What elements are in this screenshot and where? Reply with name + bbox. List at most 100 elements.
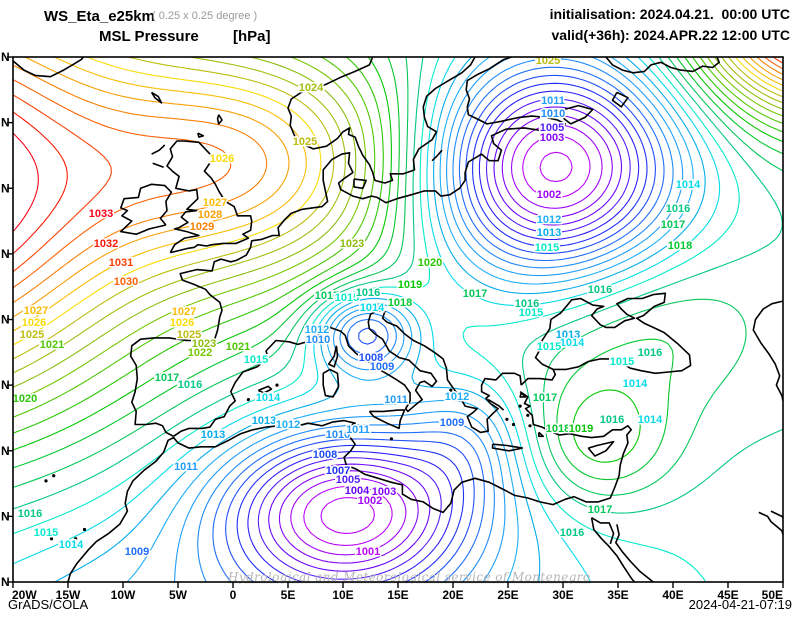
isobar-label: 1016	[638, 347, 662, 359]
coastline	[534, 292, 692, 375]
isobar-1002	[290, 124, 603, 556]
coastline	[591, 517, 615, 545]
island	[82, 527, 87, 532]
isobar-label: 1004	[345, 485, 370, 497]
island	[518, 404, 522, 408]
isobar-1001	[303, 135, 591, 546]
coastline	[216, 114, 223, 125]
isobar-1014	[13, 57, 721, 582]
coastline	[587, 440, 615, 457]
lon-tick-label: 40E	[662, 588, 683, 602]
coastline	[615, 524, 654, 582]
isobar-label: 1031	[109, 257, 133, 269]
isobar-label: 1011	[346, 424, 370, 436]
isobar-label: 1029	[190, 221, 214, 233]
lon-tick-label: 50E	[762, 588, 783, 602]
isobar-1008	[225, 74, 656, 582]
isobar-label: 1010	[306, 334, 330, 346]
lon-tick-label: 20W	[12, 588, 37, 602]
isobar-label: 1008	[313, 449, 337, 461]
isobar-label: 1010	[541, 108, 565, 120]
isobar-1000	[320, 151, 573, 534]
isobar-label: 1009	[370, 361, 394, 373]
lon-tick-label: 35E	[607, 588, 628, 602]
isobar-label: 1014	[560, 337, 585, 349]
isobar-label: 1027	[172, 306, 196, 318]
coastline	[431, 149, 443, 162]
watermark: Hydrological and Meteorological service …	[227, 570, 591, 584]
island	[35, 533, 39, 537]
isobar-label: 1011	[541, 95, 565, 107]
isobar-label: 1002	[537, 189, 561, 201]
coastline	[67, 391, 632, 582]
coastline	[152, 162, 164, 168]
isobar-label: 1021	[226, 341, 250, 353]
isobar-label: 1009	[440, 417, 464, 429]
lat-tick-label: N	[1, 509, 10, 523]
isobar-1013	[54, 57, 706, 582]
isobar-label: 1008	[359, 352, 383, 364]
isobar-label: 1025	[177, 329, 201, 341]
isobar-label: 1019	[569, 423, 593, 435]
coastline	[327, 345, 339, 368]
grads-credit: GrADS/COLA	[8, 597, 89, 612]
isobar-label: 1002	[358, 495, 382, 507]
isobar-1030	[13, 57, 783, 289]
coastline	[752, 300, 783, 402]
island	[52, 474, 56, 478]
isobar-label: 1016	[560, 527, 584, 539]
isobar-label: 1015	[610, 356, 634, 368]
isobar-label: 1028	[198, 209, 222, 221]
island	[389, 437, 393, 441]
isobar-label: 1009	[125, 546, 149, 558]
coastline	[611, 91, 629, 108]
isobar-label: 1032	[94, 238, 118, 250]
coastline	[151, 144, 166, 155]
lon-tick-label: 10E	[332, 588, 353, 602]
island	[526, 413, 530, 417]
lat-tick-label: N	[1, 575, 10, 589]
isobar-label: 1001	[356, 546, 380, 558]
valid-time: valid(+36h): 2024.APR.22 12:00 UTC	[552, 27, 791, 43]
coastline	[287, 57, 476, 184]
isobar-label: 1018	[546, 423, 570, 435]
isobar-label: 1026	[210, 153, 234, 165]
isobar-label: 1017	[315, 290, 339, 302]
isobar-1020	[13, 57, 783, 434]
coastline	[257, 385, 273, 394]
header: WS_Eta_e25km ( 0.25 x 0.25 degree ) MSL …	[44, 6, 790, 45]
isobar-contours	[13, 57, 783, 582]
isobar-label: 1011	[384, 394, 408, 406]
map-axes: 20W 15W 10W 5W 0 5E 10E 15E 20E 25E 30E 35E 40E 45E 50…	[1, 50, 784, 602]
lat-tick-label: N	[1, 247, 10, 261]
coastline	[368, 409, 406, 430]
field-units: [hPa]	[233, 28, 271, 45]
isobar-label: 1027	[203, 197, 227, 209]
coastline	[590, 517, 636, 582]
isobar-1033	[13, 132, 39, 233]
coastline	[197, 132, 205, 138]
isobar-label: 1024	[299, 82, 324, 94]
isobar-1017	[13, 57, 783, 496]
isobar-label: 1033	[89, 208, 113, 220]
isobar-1015	[13, 57, 740, 582]
coastline	[491, 443, 524, 452]
isobar-label: 1025	[293, 136, 317, 148]
coastline	[129, 57, 566, 438]
model-resolution: ( 0.25 x 0.25 degree )	[152, 10, 257, 22]
lon-tick-label: 30E	[552, 588, 573, 602]
island	[511, 422, 516, 427]
coastline	[538, 431, 544, 438]
isobar-label: 1012	[276, 419, 300, 431]
coastline	[487, 398, 505, 411]
isobar-label: 1010	[326, 429, 350, 441]
isobar-label: 1016	[588, 284, 612, 296]
lon-tick-label: 5E	[281, 588, 296, 602]
isobar-label: 1016	[666, 203, 690, 215]
coastline	[520, 369, 557, 386]
isobar-label: 1014	[623, 378, 648, 390]
isobar-label: 1018	[668, 240, 692, 252]
isobar-label: 1013	[201, 429, 225, 441]
